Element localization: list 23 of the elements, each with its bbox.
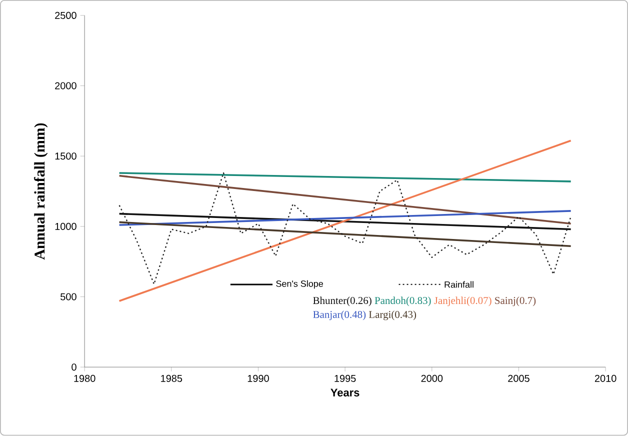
annotation: Sen's Slope <box>276 280 323 289</box>
text: Bhunter(0.26) <box>313 296 372 306</box>
x-tick-label: 1995 <box>334 375 356 382</box>
text: Largi(0.43) <box>368 310 416 320</box>
y-tick-label: 500 <box>60 293 76 300</box>
x-tick-label: 1990 <box>248 375 269 382</box>
text: Sainj(0.7) <box>495 296 536 306</box>
x-tick-label: 2000 <box>421 375 443 382</box>
y-tick-label: 0 <box>72 364 76 371</box>
x-tick-label: 2005 <box>508 375 530 382</box>
y-tick-label: 2500 <box>55 12 76 20</box>
text: Banjar(0.48) <box>313 310 366 320</box>
y-axis-title: Annual rainfall (mm) <box>34 124 48 260</box>
text: Pandoh(0.83) <box>374 296 431 306</box>
y-tick-label: 1000 <box>55 223 76 230</box>
x-tick-label: 1980 <box>74 375 96 382</box>
x-tick-label: 2010 <box>594 375 616 382</box>
y-tick-label: 2000 <box>55 82 76 90</box>
text: Janjehli(0.07) <box>434 296 492 306</box>
x-axis-title: Years <box>330 388 360 397</box>
legend-label: Rainfall <box>444 281 474 288</box>
x-tick-label: 1985 <box>161 375 182 382</box>
y-tick-label: 1500 <box>55 152 76 160</box>
